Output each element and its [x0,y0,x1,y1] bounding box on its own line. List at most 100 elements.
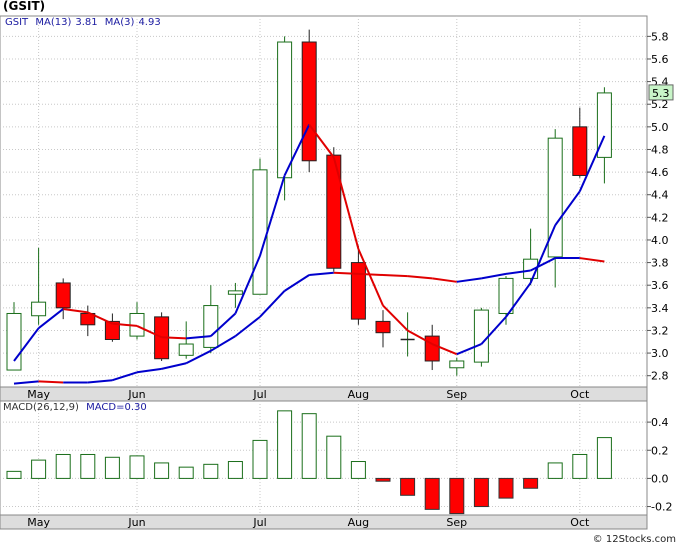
candle-body [572,126,588,176]
macd-legend-label: MACD(26,12,9) [3,402,79,413]
macd-bar [203,463,219,479]
macd-bar [80,453,96,479]
ma13-line-segment [358,272,384,277]
candle-body [473,309,489,363]
candle-body [104,320,120,340]
candle-body [596,92,612,158]
ma3-line-segment [529,224,557,284]
macd-legend-value: MACD=0.30 [86,402,147,413]
macd-x-axis-strip [0,514,648,530]
macd-bar [400,477,416,496]
site-credit: © 12Stocks.com [592,534,676,545]
ma3-line-segment [37,308,64,329]
price-month-label: Sep [446,388,467,401]
macd-bar [473,477,489,508]
last-price-label: 5.3 [652,87,670,100]
ma13-line-segment [456,277,482,283]
price-y-tick-label: 5.0 [651,121,669,134]
ma13-line-segment [259,290,286,318]
ma3-line-segment [210,312,237,337]
macd-bar [375,477,391,482]
ma13-line-segment [284,274,310,292]
chart-title: (GSIT) [3,0,46,13]
ma13-line-segment [432,277,457,283]
legend-ma13-label: MA(13) [35,17,72,28]
macd-bar [498,477,514,499]
price-candles [6,29,612,376]
price-y-tick-label: 5.2 [651,98,669,111]
ma13-line-segment [13,380,39,385]
legend-symbol: GSIT [5,17,29,28]
price-month-label: Jun [127,388,145,401]
legend-ma3-label: MA(3) [104,17,135,28]
price-month-label: Oct [570,388,590,401]
macd-bar [424,477,440,510]
ma3-line-segment [87,311,113,325]
ma3-line-segment [63,307,88,314]
ma3-line-segment [332,157,360,250]
ma13-line-segment [185,349,212,365]
macd-month-label: Oct [570,516,590,529]
ma3-line-segment [480,316,507,345]
macd-bar [129,455,145,479]
candle-body [449,360,465,369]
ma13-line-segment [530,257,556,272]
ma3-line-segment [554,190,581,226]
macd-y-tick-label: -0.2 [651,501,672,514]
macd-bar [227,461,243,479]
price-y-axis: 2.83.03.23.43.63.84.04.24.44.64.85.05.25… [647,30,674,383]
macd-bar [178,466,194,479]
legend-ma3-value: 4.93 [138,17,161,28]
price-y-tick-label: 3.2 [651,324,669,337]
legend-ma13-value: 3.81 [75,17,98,28]
macd-bar [547,462,563,479]
candle-body [80,312,96,326]
macd-bar [350,461,366,479]
price-month-label: May [27,388,50,401]
candle-body [31,301,47,317]
price-month-label: Aug [348,388,369,401]
ma13-line-segment [136,367,162,374]
ma3-line-segment [234,255,261,314]
macd-bar [449,477,465,515]
price-y-tick-label: 4.6 [651,166,669,179]
candle-body [498,277,514,314]
candle-body [375,320,391,334]
ma3-line-segment [578,135,606,192]
macd-bar [104,456,120,479]
moving-average-lines [13,123,606,385]
macd-month-label: Jul [252,516,266,529]
macd-bar [301,413,317,479]
ma3-line-segment [505,282,532,318]
macd-bar [277,410,293,479]
ma13-line-segment [382,274,408,278]
macd-month-label: Aug [348,516,369,529]
candle-body [6,312,22,371]
price-y-tick-label: 4.2 [651,211,669,224]
ma13-line-segment [161,362,187,370]
macd-month-label: Jun [127,516,145,529]
ma13-line-segment [579,257,605,263]
macd-month-label: May [27,516,50,529]
ma3-line-segment [112,322,138,327]
price-y-tick-label: 3.8 [651,257,669,270]
price-month-label: Jul [252,388,266,401]
macd-bar [523,477,539,489]
ma3-line-segment [259,175,286,257]
macd-bar [326,435,342,479]
ma13-line-segment [112,371,138,382]
ma3-line-segment [431,343,458,356]
candle-body [326,154,342,269]
ma3-line-segment [357,248,384,306]
candle-body [350,262,366,320]
macd-bars [6,410,612,515]
price-y-tick-label: 3.0 [651,347,669,360]
ma3-line-segment [186,335,211,340]
ma13-line-segment [38,380,64,384]
price-x-axis-strip [0,386,648,402]
price-y-tick-label: 3.4 [651,302,669,315]
ma13-line-segment [87,379,113,384]
price-y-tick-label: 4.0 [651,234,669,247]
candle-body [424,335,440,362]
candle-body [203,305,219,348]
